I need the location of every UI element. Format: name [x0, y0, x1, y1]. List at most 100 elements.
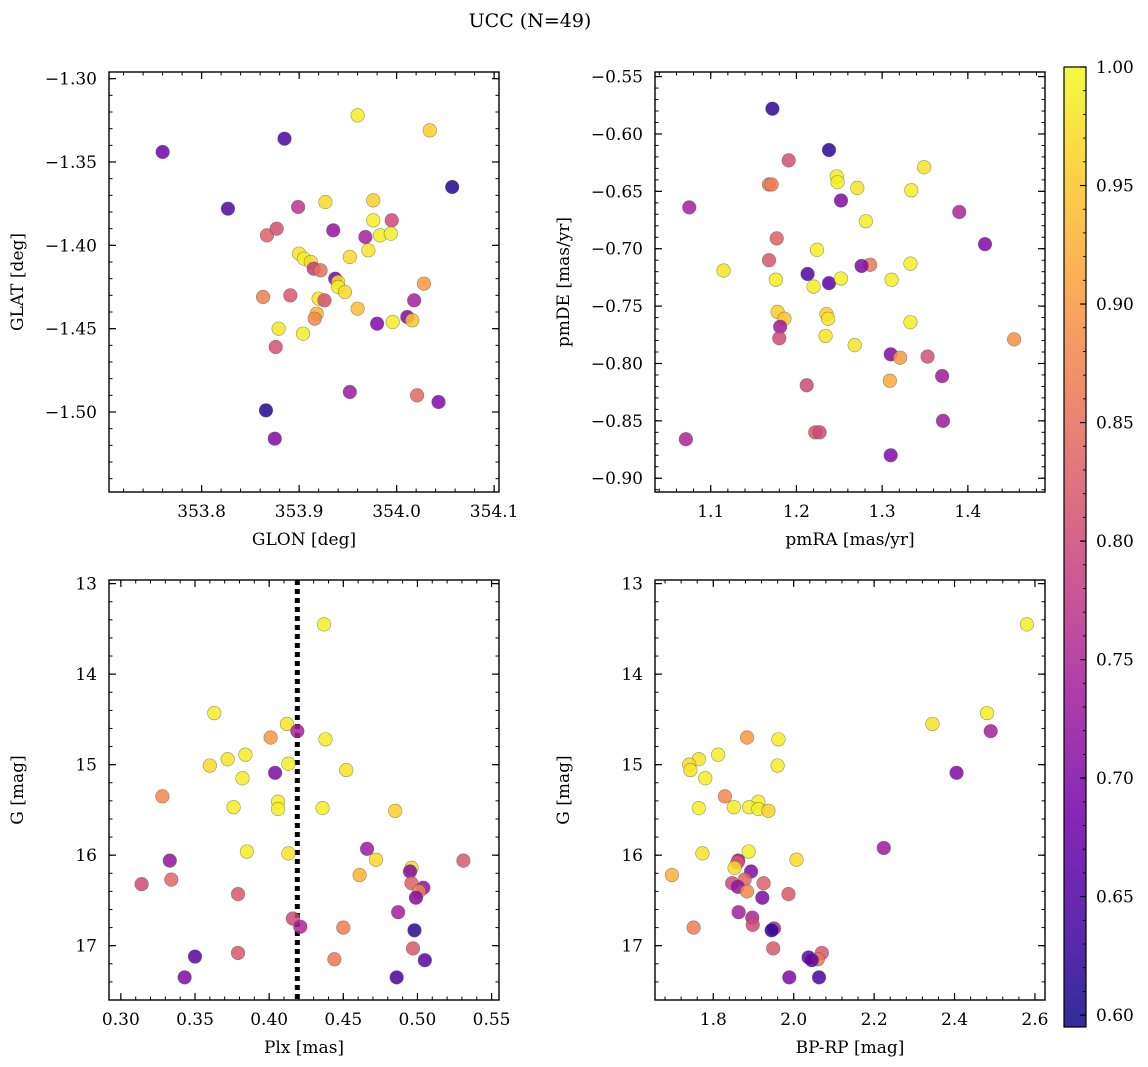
y-axis-label: G [mag]	[8, 755, 28, 824]
scatter-point	[812, 425, 827, 440]
y-tick-label: 13	[621, 575, 643, 595]
scatter-point	[727, 860, 742, 875]
scatter-point	[771, 732, 786, 747]
scatter-point	[818, 328, 833, 344]
scatter-point	[164, 872, 179, 887]
scatter-point	[416, 276, 432, 291]
scatter-point	[155, 789, 170, 804]
scatter-point	[883, 448, 898, 463]
scatter-point	[678, 432, 693, 447]
x-tick-label: 1.2	[783, 502, 810, 522]
scatter-point	[342, 249, 357, 265]
scatter-point	[833, 193, 849, 208]
scatter-point	[226, 800, 241, 815]
y-tick-label: 15	[75, 756, 97, 776]
y-tick-label: 15	[621, 756, 643, 776]
scatter-point	[366, 213, 381, 228]
scatter-point	[295, 326, 311, 341]
scatter-point	[769, 231, 784, 246]
y-tick-label: −1.35	[45, 153, 97, 173]
x-tick-label: 354.1	[470, 502, 519, 522]
scatter-point	[342, 384, 357, 400]
scatter-point	[711, 747, 726, 762]
axes-frame	[654, 579, 1046, 1001]
scatter-point	[318, 194, 333, 210]
scatter-point	[683, 762, 698, 778]
y-tick-label: −0.60	[591, 125, 643, 145]
scatter-point	[417, 953, 432, 968]
x-tick-label: 2.6	[1021, 1010, 1048, 1030]
scatter-point	[155, 144, 170, 160]
x-tick-label: 0.30	[102, 1010, 140, 1030]
scatter-point	[821, 311, 836, 326]
scatter-point	[202, 758, 217, 773]
scatter-point	[408, 890, 424, 905]
scatter-point	[263, 730, 278, 745]
scatter-point	[361, 243, 376, 258]
scatter-point	[935, 413, 951, 428]
scatter-point	[1007, 332, 1022, 347]
scatter-point	[277, 131, 292, 146]
scatter-point	[821, 142, 837, 158]
scatter-point	[904, 183, 919, 198]
scatter-point	[445, 179, 460, 195]
scatter-point	[271, 321, 286, 336]
y-tick-label: −0.90	[591, 469, 643, 489]
scatter-point	[876, 840, 891, 856]
scatter-point	[368, 852, 384, 867]
colorbar-tick-label: 0.95	[1096, 177, 1134, 197]
scatter-point	[385, 314, 400, 330]
scatter-point	[893, 350, 908, 365]
scatter-point	[770, 758, 785, 773]
scatter-point	[716, 263, 731, 278]
scatter-point	[407, 923, 422, 938]
plot-plx-g: 0.30 0.35 0.40 0.45 0.50 0.55 13 14 15 16 17 Plx [m…	[8, 575, 511, 1058]
colorbar-gradient	[1064, 67, 1086, 1027]
axes-frame	[654, 71, 1046, 493]
scatter-point	[789, 852, 804, 867]
scatter-point	[686, 920, 701, 935]
scatter-point	[207, 705, 222, 721]
y-tick-label: −0.65	[591, 182, 643, 202]
scatter-point	[220, 201, 236, 216]
scatter-point	[804, 953, 819, 968]
x-tick-label: 353.9	[275, 502, 324, 522]
figure-title: UCC (N=49)	[469, 10, 592, 32]
y-axis-label: G [mag]	[554, 755, 574, 824]
x-tick-label: 1.4	[954, 502, 981, 522]
scatter-point	[745, 917, 760, 932]
scatter-point	[682, 200, 697, 215]
scatter-point	[755, 890, 770, 905]
colorbar-tick-label: 0.80	[1096, 532, 1134, 552]
scatter-point	[337, 284, 353, 300]
scatter-point	[756, 876, 771, 891]
scatter-point	[764, 177, 779, 192]
axes-frame	[108, 71, 500, 493]
scatter-point	[698, 771, 713, 786]
scatter-point	[283, 288, 298, 303]
scatter-point	[326, 223, 341, 238]
scatter-point	[410, 388, 425, 403]
x-tick-label: 2.4	[941, 1010, 968, 1030]
y-tick-label: 16	[75, 846, 97, 866]
scatter-point	[717, 789, 733, 804]
plot-pmra-pmde: 1.1 1.2 1.3 1.4 −0.55 −0.60 −0.65 −0.70 −0.75 −0.…	[554, 68, 1046, 550]
scatter-point	[1019, 617, 1035, 632]
colorbar-frame	[1063, 66, 1087, 1028]
scatter-point	[350, 108, 365, 123]
scatter-point	[313, 263, 328, 278]
plot-glon-glat: 353.8 353.9 354.0 354.1 −1.30 −1.35 −1.40 −1.45…	[8, 70, 518, 550]
scatter-point	[336, 920, 351, 935]
scatter-point	[811, 970, 827, 985]
scatter-point	[358, 229, 373, 245]
scatter-point	[422, 123, 437, 138]
scatter-point	[781, 153, 796, 168]
scatter-point	[134, 877, 149, 892]
scatter-point	[239, 844, 255, 859]
scatter-point	[318, 732, 333, 747]
scatter-point	[383, 226, 398, 241]
scatter-point	[317, 293, 332, 308]
scatter-point	[259, 228, 275, 243]
scatter-point	[731, 905, 746, 920]
scatter-point	[307, 311, 322, 326]
